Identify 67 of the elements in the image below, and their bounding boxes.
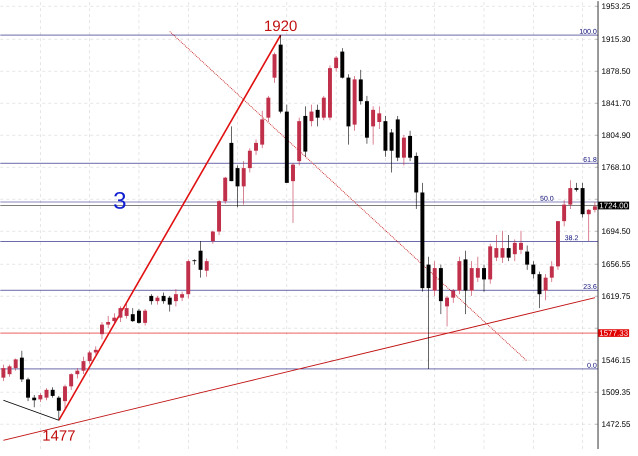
candlestick <box>432 260 437 296</box>
candlestick <box>130 308 135 322</box>
candlestick <box>112 313 116 324</box>
candlestick <box>143 308 148 326</box>
candlestick <box>568 180 572 210</box>
candlestick <box>322 96 326 121</box>
candlestick <box>75 368 80 379</box>
candlestick <box>494 234 498 262</box>
candlestick <box>272 52 276 84</box>
candlestick <box>266 96 270 122</box>
candlestick <box>174 288 178 307</box>
candlestick <box>402 134 406 166</box>
candlestick <box>451 288 456 304</box>
candlestick <box>1 364 6 382</box>
candlestick <box>63 384 67 410</box>
candlestick <box>50 387 55 398</box>
candlestick <box>512 239 517 262</box>
annotation: 3 <box>114 192 126 210</box>
candlestick <box>88 350 92 364</box>
candlestick <box>210 230 215 244</box>
candlestick <box>100 322 104 340</box>
candlestick <box>242 160 246 206</box>
candlestick <box>445 296 450 327</box>
candlestick <box>562 200 566 227</box>
candlestick <box>506 234 511 262</box>
candlestick <box>334 56 338 72</box>
candlestick <box>544 274 548 301</box>
candlestick <box>124 302 129 319</box>
candlestick <box>291 162 295 224</box>
candlestick <box>426 256 431 370</box>
candlestick <box>69 373 74 390</box>
candlestick <box>254 139 258 156</box>
candlestick <box>8 364 12 378</box>
candlestick <box>390 128 394 173</box>
candlestick <box>371 106 376 146</box>
candlestick <box>408 130 412 162</box>
candlestick <box>550 260 554 282</box>
candlestick <box>531 260 536 279</box>
candlestick <box>482 264 486 292</box>
candlestick <box>525 245 530 270</box>
candlestick <box>538 271 542 308</box>
candlestick <box>44 388 48 401</box>
annotation: 1920 <box>265 20 297 32</box>
candlestick <box>32 394 36 408</box>
candlestick <box>20 350 24 382</box>
candlestick <box>14 358 18 372</box>
candlestick <box>198 240 203 278</box>
candlestick <box>519 230 523 255</box>
candlestick <box>223 176 228 204</box>
candlestick <box>470 260 474 296</box>
candlestick <box>592 202 597 213</box>
candlestick <box>574 182 578 192</box>
candlestick <box>310 104 314 127</box>
candlestick <box>316 104 320 127</box>
candlestick <box>106 316 110 328</box>
candlestick <box>118 306 122 322</box>
annotation: 1477 <box>43 430 75 441</box>
candlestick <box>162 292 166 304</box>
candlestick <box>26 377 30 402</box>
candlestick <box>136 308 141 324</box>
candlestick <box>82 356 86 375</box>
candlestick <box>180 291 184 302</box>
candlestick <box>94 346 98 358</box>
candlestick <box>248 148 252 173</box>
candlestick <box>476 256 480 282</box>
candlestick <box>500 230 504 264</box>
candlestick <box>155 296 160 306</box>
